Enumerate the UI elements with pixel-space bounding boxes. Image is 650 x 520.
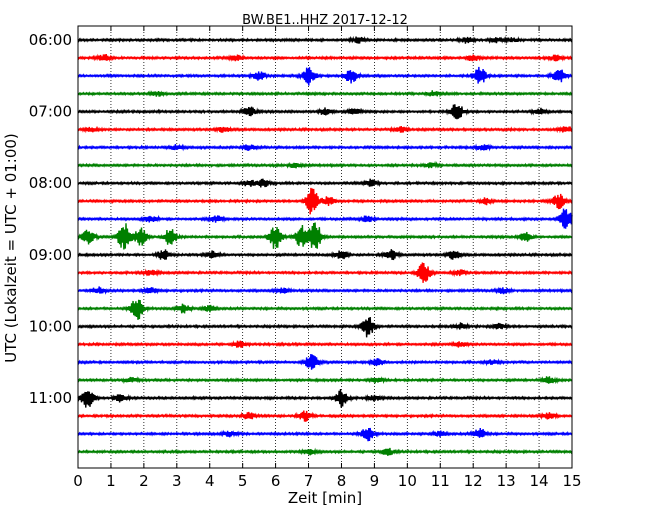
seismogram-trace bbox=[77, 353, 573, 370]
seismogram-trace bbox=[77, 187, 573, 215]
seismogram-trace bbox=[77, 262, 573, 283]
seismogram-trace bbox=[77, 317, 573, 338]
x-tick-label: 4 bbox=[205, 472, 215, 490]
seismogram-trace bbox=[77, 340, 573, 348]
x-tick-label: 0 bbox=[73, 472, 83, 490]
y-tick-label: 06:00 bbox=[29, 31, 72, 49]
seismogram-trace bbox=[77, 53, 573, 63]
y-tick-label: 11:00 bbox=[29, 389, 72, 407]
x-tick-label: 9 bbox=[370, 472, 380, 490]
x-axis-ticks: 0 1 2 3 4 5 6 7 8 9 10 11 12 13 14 15 bbox=[73, 26, 582, 490]
x-axis-label: Zeit [min] bbox=[288, 489, 362, 507]
y-axis-ticks: 06:00 07:00 08:00 09:00 10:00 11:00 bbox=[29, 31, 572, 407]
x-tick-label: 13 bbox=[497, 472, 516, 490]
seismogram-trace bbox=[77, 160, 573, 169]
y-axis-label: UTC (Lokalzeit = UTC + 01:00) bbox=[2, 133, 20, 363]
seismogram-trace bbox=[77, 125, 573, 134]
seismogram-trace bbox=[77, 222, 573, 250]
x-tick-label: 8 bbox=[337, 472, 347, 490]
y-tick-label: 09:00 bbox=[29, 246, 72, 264]
seismogram-trace bbox=[77, 249, 573, 261]
seismogram-trace bbox=[77, 376, 573, 385]
x-tick-label: 7 bbox=[304, 472, 314, 490]
seismogram-traces bbox=[77, 35, 573, 456]
seismogram-trace bbox=[77, 286, 573, 295]
x-tick-label: 3 bbox=[172, 472, 182, 490]
chart-title: BW.BE1..HHZ 2017-12-12 bbox=[242, 13, 408, 28]
x-tick-label: 11 bbox=[431, 472, 450, 490]
seismogram-trace bbox=[77, 388, 573, 408]
x-tick-label: 12 bbox=[464, 472, 483, 490]
seismogram-trace bbox=[77, 178, 573, 188]
seismogram-trace bbox=[77, 143, 573, 152]
y-tick-label: 08:00 bbox=[29, 174, 72, 192]
seismogram-trace bbox=[77, 427, 573, 442]
seismogram-trace bbox=[77, 447, 573, 456]
x-tick-label: 5 bbox=[238, 472, 248, 490]
x-tick-label: 1 bbox=[106, 472, 116, 490]
x-tick-label: 14 bbox=[530, 472, 549, 490]
x-tick-label: 15 bbox=[562, 472, 581, 490]
y-tick-label: 10:00 bbox=[29, 317, 72, 335]
y-tick-label: 07:00 bbox=[29, 103, 72, 121]
seismogram-trace bbox=[77, 410, 573, 422]
x-tick-label: 10 bbox=[398, 472, 417, 490]
seismogram-trace bbox=[77, 35, 573, 45]
seismogram-trace bbox=[77, 66, 573, 86]
x-tick-label: 6 bbox=[271, 472, 281, 490]
plot-frame bbox=[77, 25, 573, 469]
seismogram-trace bbox=[77, 90, 573, 98]
seismogram-trace bbox=[77, 299, 573, 320]
x-tick-label: 2 bbox=[139, 472, 149, 490]
seismogram-trace bbox=[77, 104, 573, 120]
seismogram-trace bbox=[77, 208, 573, 229]
